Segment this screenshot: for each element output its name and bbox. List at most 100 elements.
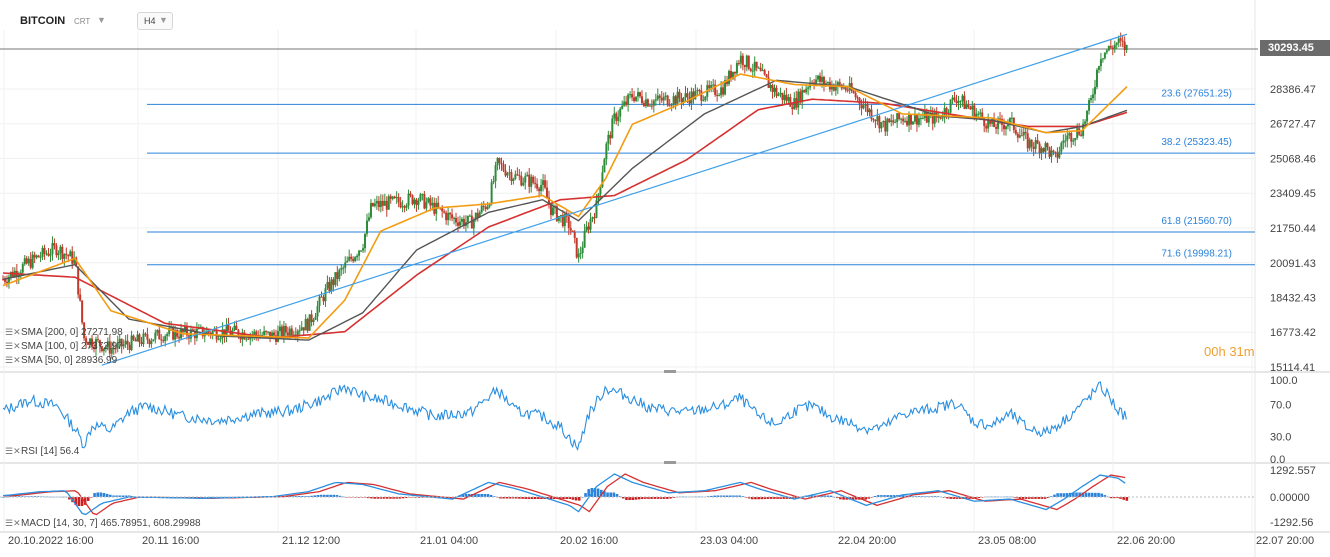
candle-body [104,347,107,349]
candle-body [389,196,392,199]
macd-bar [115,495,118,497]
macd-bar [946,497,949,499]
instrument-type[interactable]: CRT [74,17,91,26]
candle-body [409,193,412,196]
macd-bar [773,497,776,499]
candle-body [57,253,60,256]
candle-body [514,174,517,179]
candle-body [880,122,883,129]
candle-body [381,200,384,206]
candle-body [522,182,525,186]
macd-bar [20,496,24,497]
menu-close-icon[interactable]: ☰✕ [5,355,21,365]
candle-body [575,237,578,258]
macd-bar [68,497,71,500]
candle-body [546,187,549,198]
rsi-axis-label: 70.0 [1270,399,1291,411]
sma100-line [2,79,1128,341]
candle-body [132,335,135,340]
candle-body [834,86,837,91]
candle-body [96,339,99,341]
legend-sma100[interactable]: ☰✕SMA [100, 0] 27372.97 [5,341,123,352]
instrument-dropdown-icon[interactable]: ▼ [97,15,106,25]
macd-bar [1081,492,1085,497]
candle-body [902,118,905,122]
legend-sma200[interactable]: ☰✕SMA [200, 0] 27271.98 [5,327,123,338]
macd-bar [514,497,518,499]
candle-body [993,119,996,128]
legend-macd[interactable]: ☰✕MACD [14, 30, 7] 465.78951, 608.29988 [5,518,201,529]
candle-body [437,202,440,208]
candle-body [205,330,208,335]
macd-bar [864,497,867,500]
candle-body [973,105,976,119]
macd-bar [763,497,767,500]
macd-bar [820,495,823,497]
candle-body [696,90,699,92]
menu-close-icon[interactable]: ☰✕ [5,446,21,456]
candle-body [176,330,179,337]
macd-bar [769,497,773,499]
candle-body [292,334,295,336]
candle-body [741,55,744,66]
candle-body [947,112,950,114]
candle-body [474,212,477,220]
candle-body [712,84,715,86]
candle-body [429,198,432,206]
candle-body [791,106,794,110]
candle-body [140,342,143,345]
candle-body [850,83,853,92]
candle-body [375,200,378,204]
menu-close-icon[interactable]: ☰✕ [5,341,21,351]
candle-body [979,112,982,114]
candle-body [735,63,738,74]
price-axis-label: 28386.47 [1270,84,1316,96]
candle-body [674,96,677,104]
legend-rsi[interactable]: ☰✕RSI [14] 56.4 [5,446,79,457]
candle-body [223,329,226,337]
candle-body [613,113,616,119]
macd-bar [867,497,871,499]
macd-bar [880,495,883,497]
candle-body [591,217,594,220]
candle-body [344,262,347,268]
candle-body [925,111,928,123]
candle-body [676,91,679,104]
menu-close-icon[interactable]: ☰✕ [5,518,21,528]
candle-body [1020,135,1023,137]
candle-body [518,175,521,177]
macd-bar [599,489,603,497]
candle-body [356,255,359,258]
candle-body [747,55,750,69]
candle-body [91,338,94,347]
candle-body [417,200,420,205]
x-tick-label: 20.10.2022 16:00 [8,535,94,547]
candle-body [638,92,641,97]
legend-sma50[interactable]: ☰✕SMA [50, 0] 28936.99 [5,355,117,366]
candle-body [480,205,483,213]
candle-body [1024,131,1027,134]
candle-body [777,94,780,96]
candle-body [999,118,1002,120]
candle-body [282,326,285,337]
macd-bar [379,497,383,499]
macd-bar [795,497,798,499]
macd-bar [876,495,880,497]
candle-body [892,120,895,123]
candle-body [949,99,952,113]
macd-bar [83,497,87,505]
timeframe-select[interactable]: H4 ▼ [137,12,173,30]
candle-body [771,85,774,92]
candle-body [486,206,489,210]
macd-bar [990,496,993,498]
menu-close-icon[interactable]: ☰✕ [5,327,21,337]
symbol-title[interactable]: BITCOIN [20,15,66,27]
macd-bar [722,495,726,497]
candle-body [476,212,479,218]
macd-bar [385,497,389,499]
sma200-line [2,98,1128,339]
macd-bar [316,495,320,497]
candle-body [967,104,970,108]
candle-body [1040,148,1043,154]
